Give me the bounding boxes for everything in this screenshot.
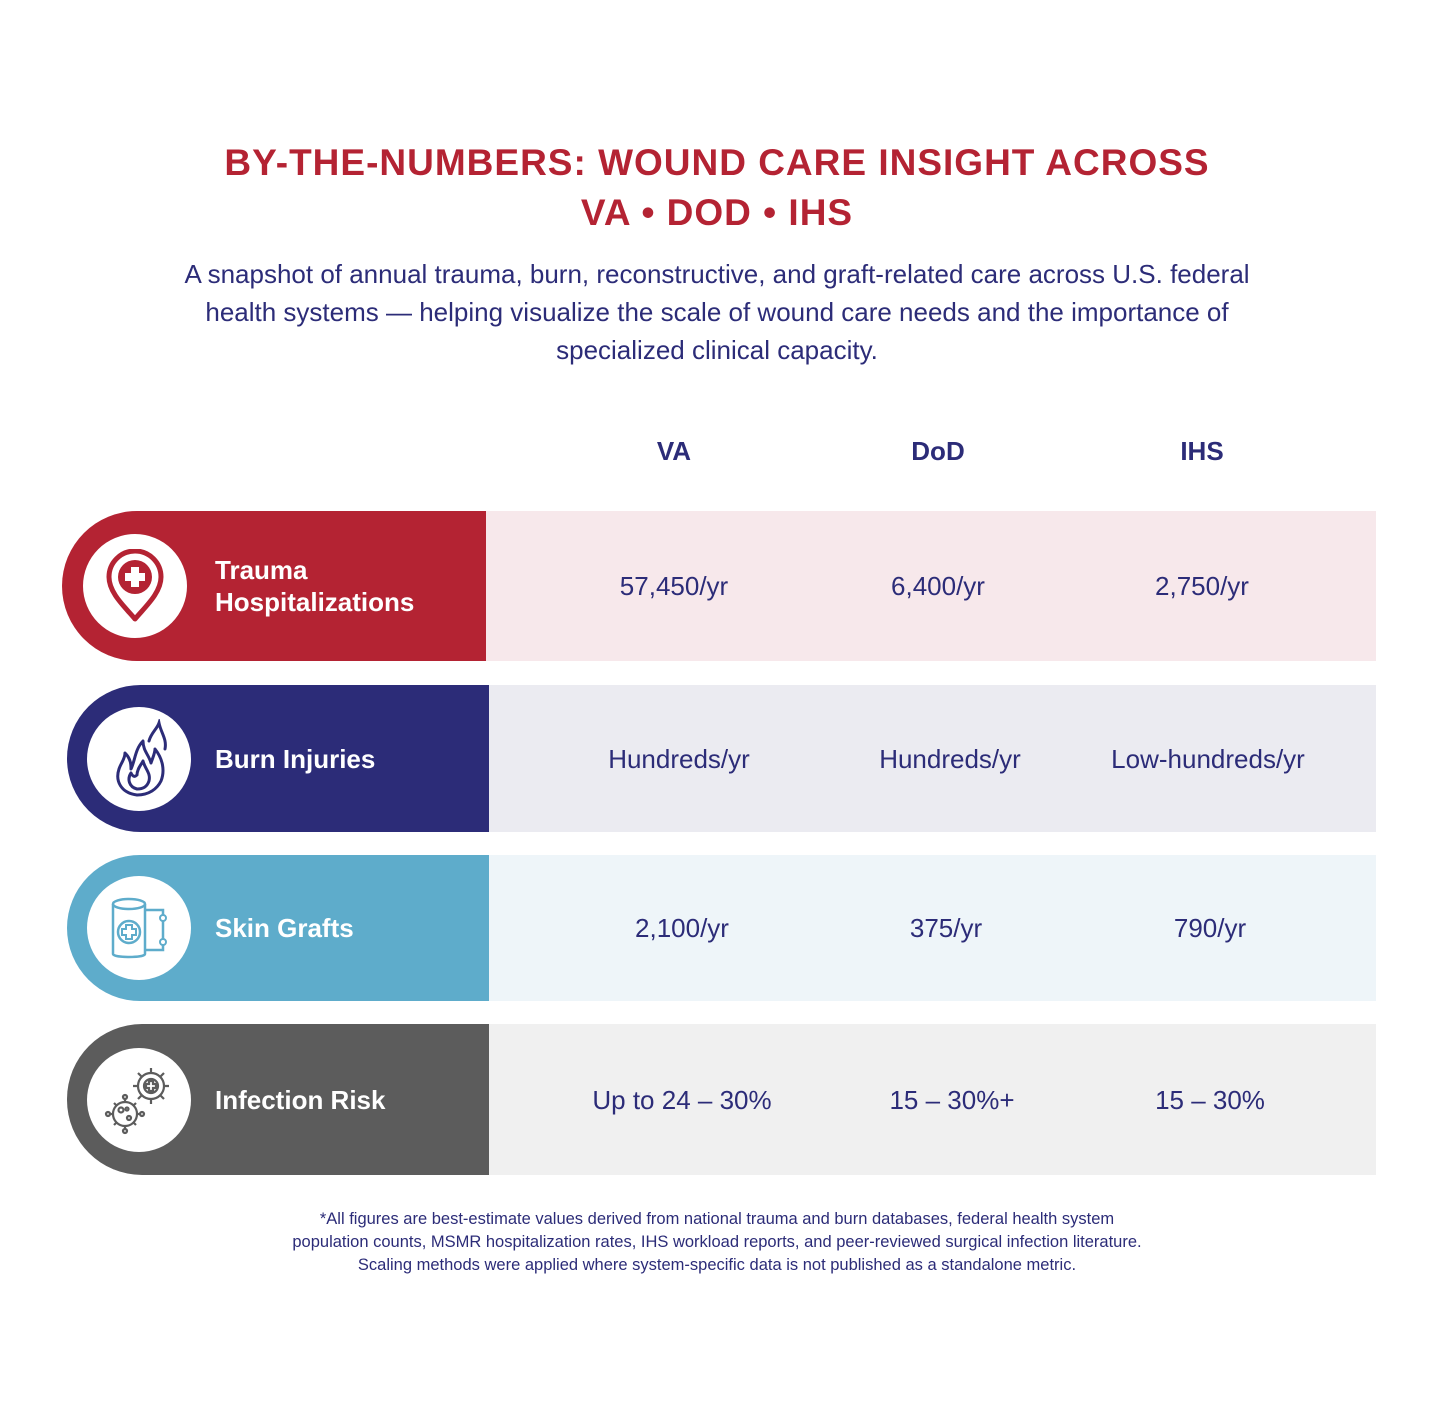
table-row-infection-risk: Infection Risk Up to 24 – 30% 15 – 30%+ … (67, 1024, 1376, 1175)
footnote-line-3: Scaling methods were applied where syste… (357, 1256, 1077, 1274)
cell-dod: 6,400/yr (891, 571, 985, 601)
virus-gear-icon (87, 1047, 191, 1152)
cell-va: Hundreds/yr (608, 743, 750, 774)
row-label: Burn Injuries (215, 685, 375, 832)
row-band (486, 511, 1376, 661)
title-line-1: BY-THE-NUMBERS: WOUND CARE INSIGHT ACROS… (224, 142, 1210, 183)
cell-va: 57,450/yr (619, 571, 729, 601)
row-label: Skin Grafts (215, 855, 354, 1001)
cell-va: Up to 24 – 30% (592, 1084, 772, 1115)
row-label-line-1: Burn Injuries (215, 743, 376, 774)
footnote: *All figures are best-estimate values de… (150, 1208, 1284, 1277)
bandage-roll-icon (87, 876, 191, 980)
table-row-skin-grafts: Skin Grafts 2,100/yr 375/yr 790/yr (67, 855, 1376, 1001)
row-label-line-1: Infection Risk (215, 1084, 386, 1115)
row-label: Infection Risk (215, 1024, 385, 1175)
cell-dod: Hundreds/yr (879, 743, 1021, 774)
row-band (489, 855, 1376, 1001)
footnote-line-2: population counts, MSMR hospitalization … (292, 1233, 1142, 1251)
cell-dod: 15 – 30%+ (889, 1084, 1015, 1115)
cell-ihs: 2,750/yr (1155, 571, 1249, 601)
column-header-dod: DoD (911, 436, 965, 466)
flame-icon (87, 706, 191, 811)
page-title: BY-THE-NUMBERS: WOUND CARE INSIGHT ACROS… (0, 138, 1434, 238)
column-header-va: VA (656, 436, 692, 466)
column-header-ihs: IHS (1180, 436, 1224, 466)
cell-dod: 375/yr (909, 913, 983, 943)
table-row-burn: Burn Injuries Hundreds/yr Hundreds/yr Lo… (67, 685, 1376, 832)
cell-ihs: Low-hundreds/yr (1111, 743, 1305, 774)
cell-ihs: 790/yr (1173, 913, 1247, 943)
row-band (489, 685, 1376, 832)
cell-va: 2,100/yr (635, 913, 729, 943)
cell-ihs: 15 – 30% (1155, 1084, 1265, 1115)
location-pin-medical-cross-icon (83, 534, 187, 638)
row-label: Trauma Hospitalizations (215, 511, 414, 661)
row-band (489, 1024, 1376, 1175)
title-line-2: VA • DOD • IHS (580, 192, 854, 233)
table-row-trauma: Trauma Hospitalizations 57,450/yr 6,400/… (62, 511, 1376, 661)
row-label-line-1: Trauma (215, 555, 308, 585)
page-subtitle: A snapshot of annual trauma, burn, recon… (184, 259, 1250, 365)
row-label-line-2: Hospitalizations (215, 587, 415, 617)
footnote-line-1: *All figures are best-estimate values de… (319, 1210, 1115, 1228)
row-label-line-1: Skin Grafts (215, 913, 354, 943)
